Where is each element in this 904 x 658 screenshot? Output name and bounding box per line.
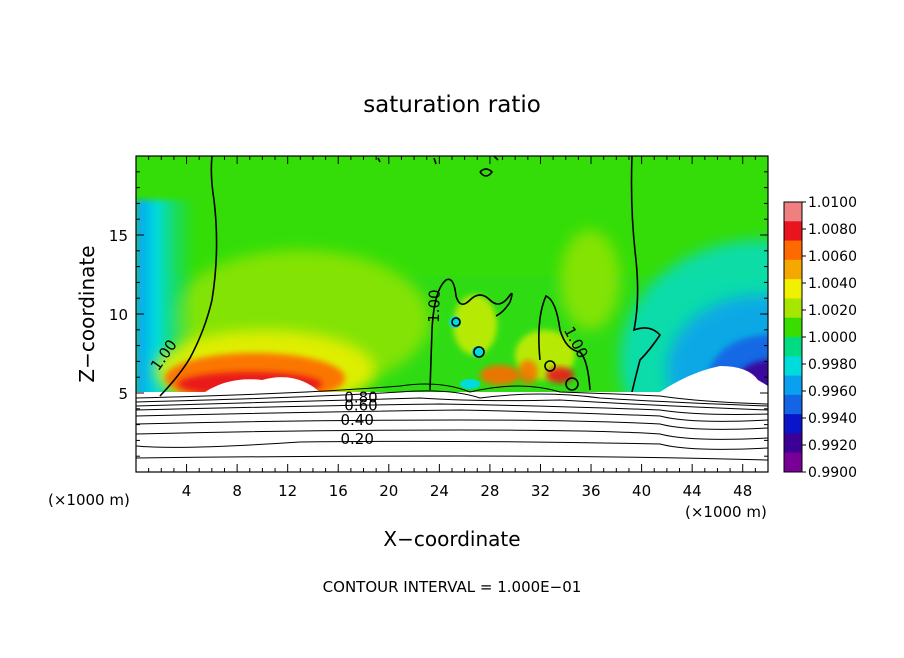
colorbar-swatch bbox=[784, 414, 802, 434]
y-axis-label: Z−coordinate bbox=[75, 245, 99, 382]
colorbar-swatch bbox=[784, 356, 802, 377]
contour-label: 0.80 bbox=[344, 389, 377, 407]
x-tick-label: 40 bbox=[632, 482, 651, 500]
colorbar-label: 1.0040 bbox=[808, 276, 857, 292]
x-tick-label: 32 bbox=[531, 482, 550, 500]
x-unit-right: (×1000 m) bbox=[685, 503, 767, 521]
contour-top-tick-3 bbox=[493, 156, 499, 161]
colorbar-swatch bbox=[784, 279, 802, 299]
central-cyan-3 bbox=[460, 379, 480, 389]
central-orange-1 bbox=[480, 365, 520, 385]
colorbar-label: 0.9900 bbox=[808, 465, 857, 481]
contour-label-group: 0.20 bbox=[340, 430, 373, 448]
colorbar-swatch bbox=[784, 259, 802, 280]
x-axis-ticks: 4 8 12 16 20 24 28 32 36 40 44 48 bbox=[148, 156, 756, 500]
colorbar-label: 1.0000 bbox=[808, 330, 857, 346]
contour-label-group: 0.80 bbox=[344, 389, 377, 407]
x-tick-label: 44 bbox=[683, 482, 702, 500]
central-red-1 bbox=[546, 367, 574, 383]
contour-interval-footer: CONTOUR INTERVAL = 1.000E−01 bbox=[323, 578, 582, 596]
colorbar-label: 0.9940 bbox=[808, 411, 857, 427]
colorbar-label: 1.0020 bbox=[808, 303, 857, 319]
white-blob-left bbox=[205, 377, 320, 392]
colorbar-label: 0.9960 bbox=[808, 384, 857, 400]
contour-lower-6 bbox=[136, 419, 768, 430]
contour-small-ring-1 bbox=[451, 317, 461, 327]
colorbar-swatch bbox=[784, 394, 802, 415]
contour-small-ring-4 bbox=[565, 377, 579, 391]
yellow-green-region-right bbox=[560, 230, 620, 330]
x-tick-label: 48 bbox=[733, 482, 752, 500]
colorbar-swatch bbox=[784, 202, 802, 222]
contour-label-group: 0.40 bbox=[340, 411, 373, 429]
contour-label: 0.20 bbox=[340, 430, 373, 448]
colorbar-swatch bbox=[784, 317, 802, 338]
x-axis-label: X−coordinate bbox=[383, 527, 520, 551]
plot-area bbox=[136, 156, 768, 472]
colorbar-label: 1.0080 bbox=[808, 222, 857, 238]
contour-left-1p00 bbox=[159, 156, 218, 397]
y-tick-label: 15 bbox=[109, 227, 128, 245]
contour-lower-8 bbox=[136, 440, 768, 450]
x-tick-label: 36 bbox=[581, 482, 600, 500]
contour-small-ring-2 bbox=[473, 346, 485, 358]
y-tick-label: 10 bbox=[109, 306, 128, 324]
x-tick-label: 4 bbox=[182, 482, 192, 500]
contour-label: 0.60 bbox=[344, 397, 377, 415]
white-blob-right bbox=[660, 366, 768, 392]
colorbar-swatch bbox=[784, 375, 802, 396]
contour-lower-3 bbox=[136, 397, 768, 411]
colorbar: 1.0100 1.0080 1.0060 1.0040 1.0020 1.0000 0.99… bbox=[783, 195, 857, 481]
x-tick-label: 20 bbox=[379, 482, 398, 500]
contour-lower-9 bbox=[136, 455, 768, 461]
contour-top-blob bbox=[479, 168, 494, 177]
contour-center-1p00 bbox=[429, 278, 513, 391]
colorbar-label: 1.0060 bbox=[808, 249, 857, 265]
contour-label: 0.40 bbox=[340, 411, 373, 429]
colorbar-swatch bbox=[784, 221, 802, 242]
x-tick-label: 8 bbox=[232, 482, 242, 500]
contour-lower-4 bbox=[136, 403, 768, 415]
x-unit-left: (×1000 m) bbox=[48, 491, 130, 509]
colorbar-swatch bbox=[784, 452, 802, 473]
central-orange-2 bbox=[518, 360, 538, 384]
colorbar-swatch bbox=[784, 298, 802, 319]
contour-small-ring-3 bbox=[544, 360, 556, 372]
contour-lower-5 bbox=[136, 409, 768, 422]
upper-band bbox=[136, 156, 768, 276]
contour-top-tick-1 bbox=[377, 157, 381, 163]
colorbar-swatch bbox=[784, 433, 802, 454]
contour-lower-7 bbox=[136, 429, 768, 440]
y-axis-ticks: 5 10 15 bbox=[109, 171, 768, 457]
x-tick-label: 12 bbox=[278, 482, 297, 500]
x-tick-label: 28 bbox=[480, 482, 499, 500]
contour-lower-1 bbox=[136, 383, 768, 405]
colorbar-label: 1.0100 bbox=[808, 195, 857, 211]
colorbar-label: 0.9920 bbox=[808, 438, 857, 454]
contour-far-right-1p00 bbox=[630, 156, 662, 393]
chart-title: saturation ratio bbox=[363, 92, 541, 118]
colorbar-swatch bbox=[784, 337, 802, 357]
x-tick-label: 16 bbox=[329, 482, 348, 500]
contour-label-group: 1.00 bbox=[425, 289, 444, 323]
contour-lines-lower bbox=[136, 383, 768, 461]
contour-label: 1.00 bbox=[425, 289, 444, 323]
x-tick-label: 24 bbox=[430, 482, 449, 500]
colorbar-label: 0.9980 bbox=[808, 357, 857, 373]
contour-lower-2 bbox=[136, 390, 768, 407]
contour-top-tick-2 bbox=[433, 157, 437, 165]
y-tick-label: 5 bbox=[118, 385, 128, 403]
contour-label-group: 0.60 bbox=[344, 397, 377, 415]
contour-lines-1p00 bbox=[159, 156, 662, 397]
contour-right-1p00 bbox=[538, 294, 591, 391]
colorbar-swatch bbox=[784, 240, 802, 261]
central-yellow-1 bbox=[453, 295, 497, 355]
